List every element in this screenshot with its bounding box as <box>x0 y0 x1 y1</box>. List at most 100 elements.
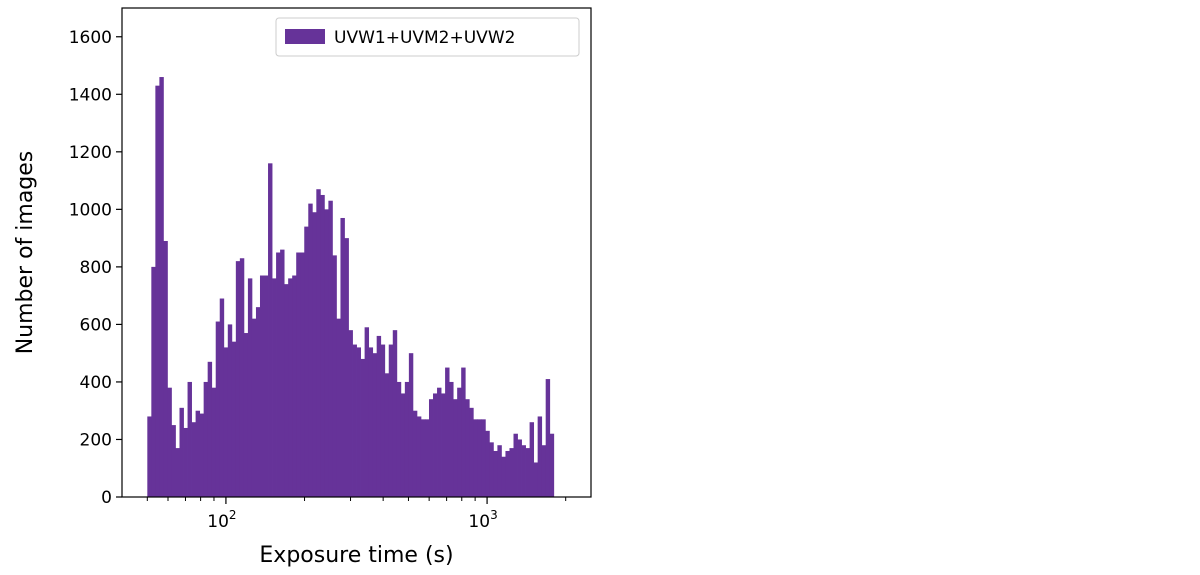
histogram-bar <box>219 298 225 497</box>
y-tick-label: 0 <box>101 488 112 508</box>
histogram-bar <box>312 212 317 498</box>
histogram-bar <box>147 416 152 497</box>
histogram-bar <box>384 373 390 497</box>
histogram-bar <box>340 217 345 498</box>
histogram-bar <box>485 430 490 497</box>
histogram-bar <box>537 416 543 497</box>
histogram-bar <box>167 387 172 497</box>
histogram-bar <box>195 410 201 497</box>
histogram-bars <box>147 77 555 498</box>
histogram-bar <box>352 344 357 497</box>
legend-label: UVW1+UVM2+UVW2 <box>334 28 515 48</box>
y-tick-label: 400 <box>80 373 112 393</box>
histogram-bar <box>533 462 539 497</box>
histogram-bar <box>513 433 518 497</box>
x-tick-label: 103 <box>468 508 497 532</box>
histogram-bar <box>179 407 184 497</box>
histogram-bar <box>392 330 398 497</box>
histogram-bar <box>437 387 442 497</box>
histogram-bar <box>207 361 213 497</box>
histogram-bar <box>255 307 261 497</box>
histogram-bar <box>521 445 526 497</box>
y-tick-label: 1000 <box>69 200 112 220</box>
y-tick-label: 200 <box>80 430 112 450</box>
histogram-bar <box>336 318 341 497</box>
histogram-bar <box>159 77 164 497</box>
y-tick-label: 800 <box>80 258 112 278</box>
histogram-bar <box>433 393 438 497</box>
histogram-bar <box>300 252 305 497</box>
histogram-bar <box>171 425 176 497</box>
y-axis-label: Number of images <box>13 151 38 355</box>
histogram-bar <box>416 416 422 497</box>
x-tick-label: 102 <box>207 508 236 532</box>
histogram-bar <box>187 381 192 497</box>
histogram-bar <box>328 200 333 497</box>
histogram-bar <box>320 194 325 497</box>
histogram-bar <box>388 344 394 497</box>
histogram-bar <box>247 278 253 497</box>
histogram-bar <box>324 209 329 497</box>
histogram-bar <box>509 448 514 497</box>
histogram-bar <box>364 327 370 497</box>
histogram-bar <box>296 252 301 497</box>
histogram-bar <box>481 419 486 497</box>
histogram-bar <box>316 189 321 497</box>
histogram-bar <box>272 278 277 497</box>
histogram-bar <box>348 330 353 497</box>
histogram-bar <box>372 353 378 497</box>
legend: UVW1+UVM2+UVW2 <box>275 17 580 57</box>
left-histogram-panel: 0 200 400 600 800 1000 1200 1400 1600 102 103 Expos… <box>13 7 592 568</box>
histogram-bar <box>251 318 257 497</box>
histogram-bar <box>404 381 410 497</box>
histogram-bar <box>183 427 188 497</box>
histogram-bar <box>239 258 245 497</box>
histogram-bar <box>223 347 229 497</box>
histogram-bar <box>175 448 180 497</box>
histogram-bar <box>453 399 458 497</box>
y-tick-label: 1400 <box>69 85 112 105</box>
histogram-bar <box>549 433 555 497</box>
histogram-bar <box>231 341 237 497</box>
histogram-bar <box>288 278 293 497</box>
histogram-bar <box>477 419 482 497</box>
histogram-bar <box>344 238 349 497</box>
histogram-bar <box>356 347 361 497</box>
histogram-bar <box>525 448 530 497</box>
histogram-bar <box>493 450 498 497</box>
y-tick-label: 1200 <box>69 143 112 163</box>
histogram-bar <box>292 275 297 497</box>
histogram-bar <box>227 324 233 497</box>
histogram-bar <box>304 226 309 498</box>
histogram-bar <box>489 442 494 497</box>
histogram-bar <box>420 419 426 497</box>
histogram-bar <box>151 266 156 497</box>
legend-swatch <box>285 29 325 44</box>
histogram-bar <box>457 387 462 497</box>
histogram-bar <box>545 379 551 497</box>
y-tick-label: 600 <box>80 315 112 335</box>
axes-frame <box>121 7 592 498</box>
histogram-bar <box>412 410 418 497</box>
histogram-bar <box>199 413 205 497</box>
histogram-bar <box>163 240 168 498</box>
histogram-bar <box>376 335 382 497</box>
histogram-bar <box>368 347 374 497</box>
histogram-bar <box>400 393 406 497</box>
histogram-bar <box>155 85 160 497</box>
histogram-bar <box>529 422 535 497</box>
histogram-bar <box>501 456 506 497</box>
histogram-bar <box>428 399 434 497</box>
histogram-bar <box>505 450 510 497</box>
y-tick-label: 1600 <box>69 28 112 48</box>
histogram-bar <box>441 393 446 497</box>
histogram-bar <box>243 333 249 497</box>
histogram-bar <box>445 367 450 497</box>
x-axis-label: Exposure time (s) <box>259 543 453 568</box>
histogram-bar <box>332 255 337 497</box>
histogram-bar <box>449 381 454 497</box>
histogram-bar <box>465 399 470 497</box>
histogram-bar <box>461 367 466 497</box>
histogram-bar <box>268 163 273 497</box>
